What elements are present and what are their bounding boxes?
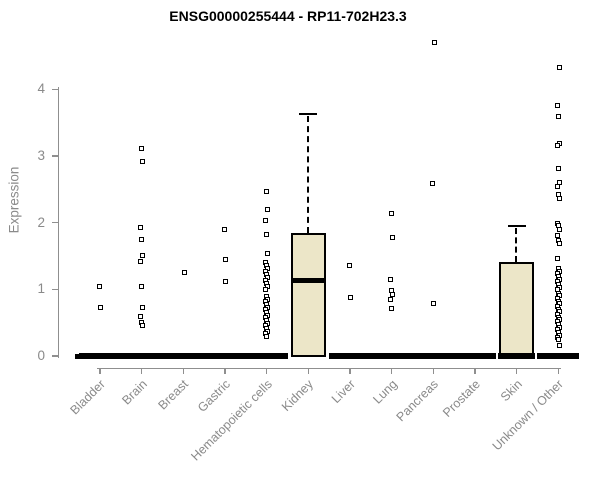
x-axis-tick: [474, 368, 476, 374]
data-point: [223, 279, 229, 285]
zero-point-nub: [278, 353, 284, 359]
data-point: [139, 146, 145, 152]
data-point: [555, 337, 561, 343]
x-axis-tick: [432, 368, 435, 374]
data-point: [139, 158, 145, 164]
x-axis-tick: [182, 368, 185, 374]
y-axis-tick: [52, 288, 58, 291]
data-point: [181, 270, 187, 276]
data-point: [556, 196, 562, 202]
data-point: [555, 103, 561, 109]
x-axis-tick: [349, 368, 351, 374]
x-axis-tick: [99, 368, 101, 374]
data-point: [555, 232, 561, 238]
data-point: [264, 251, 270, 257]
data-point: [430, 300, 436, 306]
whisker-line: [307, 115, 310, 233]
zero-median-bar: [498, 353, 536, 359]
data-point: [555, 256, 561, 262]
data-point: [139, 323, 145, 329]
median-line: [290, 278, 326, 283]
data-point: [139, 252, 145, 258]
data-point: [555, 166, 561, 172]
zero-median-bar: [79, 353, 121, 359]
whisker-line: [515, 227, 518, 262]
data-point: [431, 40, 437, 46]
y-axis-tick: [52, 355, 58, 357]
zero-point-nub: [491, 353, 497, 359]
zero-median-bar: [245, 353, 288, 359]
zero-median-bar: [537, 353, 580, 359]
data-point: [221, 227, 227, 233]
zero-median-bar: [370, 353, 413, 359]
y-tick-label: 3: [37, 147, 45, 163]
data-point: [389, 292, 395, 298]
whisker-cap: [299, 112, 318, 116]
zero-median-bar: [204, 353, 246, 359]
data-point: [555, 184, 561, 190]
data-point: [555, 143, 561, 149]
data-point: [430, 181, 436, 187]
chart-title: ENSG00000255444 - RP11-702H23.3: [169, 8, 407, 24]
data-point: [347, 295, 353, 301]
data-point: [97, 305, 103, 311]
x-axis-tick: [307, 368, 310, 374]
data-point: [139, 237, 145, 243]
data-point: [263, 286, 269, 292]
x-axis-tick: [141, 368, 143, 374]
zero-median-bar: [120, 353, 163, 359]
x-axis-tick: [557, 368, 560, 374]
zero-median-bar: [329, 353, 372, 359]
data-point: [556, 342, 562, 348]
box-rect: [499, 261, 535, 358]
y-tick-label: 2: [37, 214, 45, 230]
data-point: [556, 241, 562, 247]
data-point: [139, 284, 145, 290]
x-axis-tick: [224, 368, 226, 374]
y-tick-label: 0: [37, 348, 45, 363]
data-point: [555, 114, 561, 120]
data-point: [264, 189, 270, 195]
y-axis-tick: [52, 88, 58, 91]
data-point: [264, 334, 270, 340]
box-rect: [290, 232, 326, 358]
data-point: [139, 305, 145, 311]
data-point: [556, 65, 562, 71]
zero-point-nub: [74, 353, 80, 359]
y-axis-label: Expression: [6, 166, 22, 234]
zero-median-bar: [454, 353, 497, 359]
data-point: [138, 259, 144, 265]
data-point: [346, 262, 352, 268]
data-point: [263, 218, 269, 224]
data-point: [138, 225, 144, 231]
zero-median-bar: [162, 353, 205, 359]
y-axis-line: [58, 87, 60, 358]
data-point: [96, 284, 102, 290]
data-point: [389, 211, 395, 217]
data-point: [264, 232, 270, 238]
zero-median-bar: [412, 353, 455, 359]
y-tick-label: 4: [37, 81, 45, 97]
data-point: [222, 257, 228, 263]
y-axis-tick: [52, 222, 58, 224]
data-point: [264, 206, 270, 212]
data-point: [389, 235, 395, 241]
data-point: [388, 277, 394, 283]
y-axis-tick: [52, 155, 58, 157]
x-axis-tick: [391, 368, 393, 374]
data-point: [389, 306, 395, 312]
data-point: [556, 226, 562, 232]
x-axis-tick: [516, 368, 518, 374]
data-point: [388, 297, 394, 303]
x-axis-tick: [266, 368, 268, 374]
y-tick-label: 1: [37, 281, 45, 297]
x-axis-line: [97, 368, 561, 370]
whisker-cap: [507, 224, 526, 228]
data-point: [138, 314, 144, 320]
